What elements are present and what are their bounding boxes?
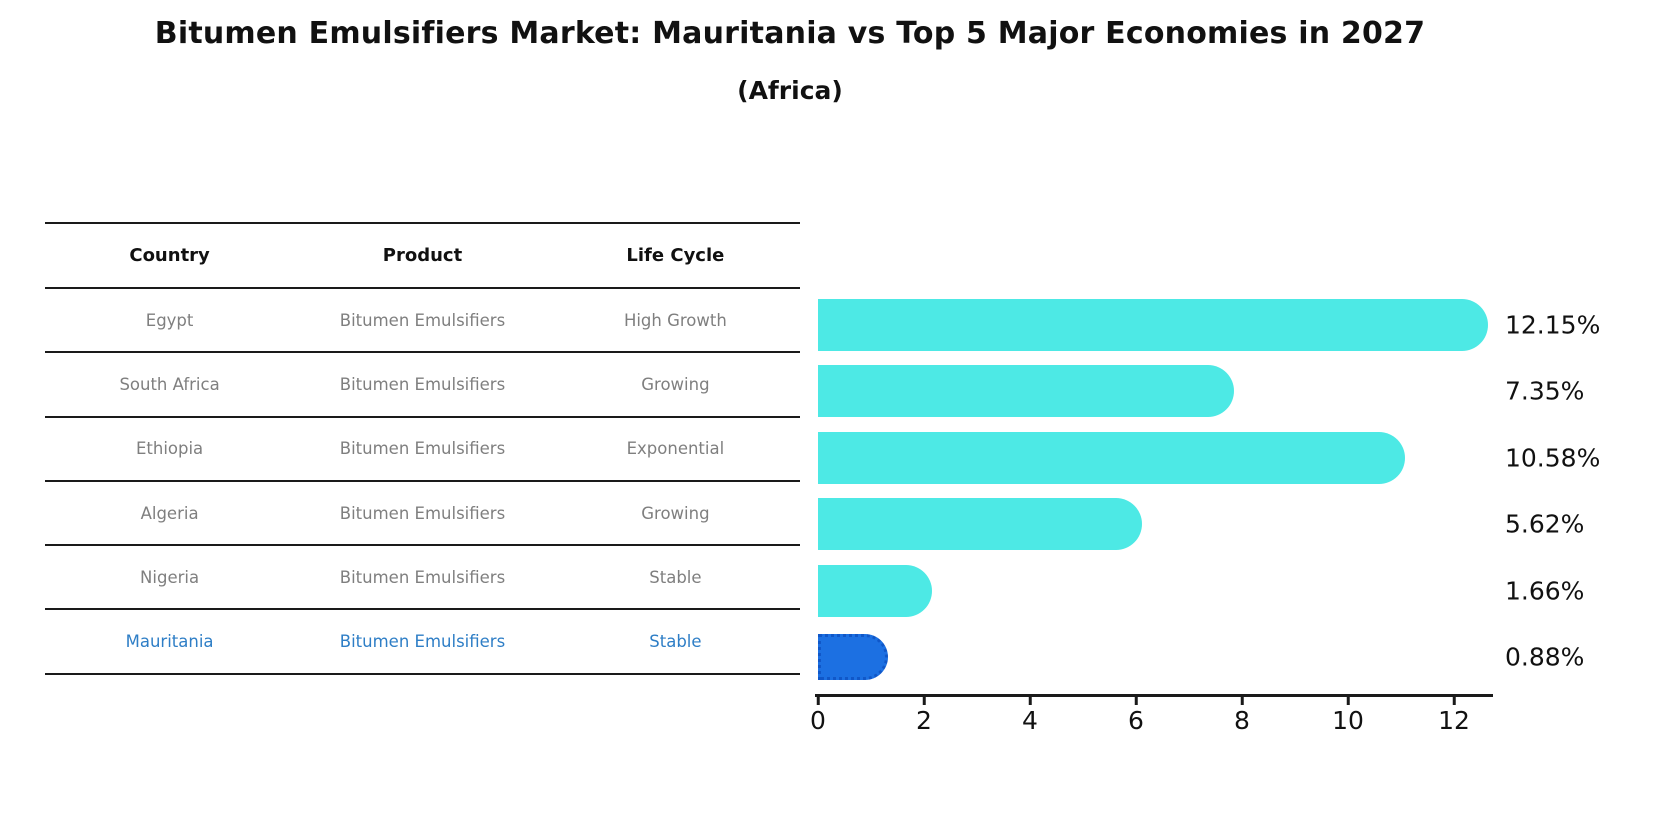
cell-country: Ethiopia [135,439,204,459]
x-axis-tick-label: 12 [1438,706,1470,735]
bar-mauritania-highlight [818,634,888,680]
cell-product: Bitumen Emulsifiers [339,439,506,459]
x-axis-tick [1346,696,1350,705]
chart-subtitle: (Africa) [737,76,843,105]
cell-product: Bitumen Emulsifiers [339,503,506,523]
cell-life-cycle: Growing [641,374,710,394]
table-row: Nigeria Bitumen Emulsifiers Stable [45,546,800,611]
cell-country: Mauritania [125,632,214,652]
table-row: Ethiopia Bitumen Emulsifiers Exponential [45,418,800,482]
chart-title: Bitumen Emulsifiers Market: Mauritania v… [154,16,1426,51]
cell-country: South Africa [119,374,220,394]
table-row: South Africa Bitumen Emulsifiers Growing [45,353,800,418]
bar-value-label: 10.58% [1505,443,1601,473]
bar-value-label: 0.88% [1505,642,1585,672]
bar-algeria [818,498,1142,551]
cell-life-cycle: Exponential [626,439,725,459]
cell-country: Nigeria [140,567,200,587]
column-header-country: Country [129,245,210,266]
cell-country: Egypt [145,310,194,330]
x-axis-tick-label: 2 [916,706,932,735]
x-axis-tick-label: 10 [1332,706,1364,735]
column-header-product: Product [382,245,463,266]
x-axis-tick-label: 8 [1234,706,1250,735]
cell-product: Bitumen Emulsifiers [339,310,506,330]
bar-value-label: 7.35% [1505,376,1585,406]
x-axis-tick-label: 4 [1022,706,1038,735]
bar-south-africa [818,365,1234,418]
x-axis-tick [1452,696,1456,705]
x-axis-tick [922,696,926,705]
bar-value-label: 5.62% [1505,509,1585,539]
table-row: Algeria Bitumen Emulsifiers Growing [45,482,800,547]
table-row-mauritania: Mauritania Bitumen Emulsifiers Stable [45,610,800,675]
x-axis-tick-label: 6 [1128,706,1144,735]
x-axis-line [815,694,1493,697]
x-axis-tick [816,696,820,705]
column-header-life-cycle: Life Cycle [626,245,725,266]
cell-life-cycle: Stable [649,632,702,652]
cell-country: Algeria [140,503,199,523]
bar-ethiopia [818,431,1405,484]
cell-life-cycle: Stable [649,567,702,587]
x-axis-tick [1240,696,1244,705]
bar-nigeria [818,564,932,617]
x-axis-tick [1134,696,1138,705]
cell-life-cycle: High Growth [623,310,727,330]
cell-product: Bitumen Emulsifiers [339,567,506,587]
bar-value-label: 12.15% [1505,310,1601,340]
bar-egypt [818,299,1488,351]
country-table: Country Product Life Cycle Egypt Bitumen… [45,222,800,675]
table-row: Egypt Bitumen Emulsifiers High Growth [45,289,800,354]
table-header-row: Country Product Life Cycle [45,224,800,289]
cell-product: Bitumen Emulsifiers [339,374,506,394]
bar-value-label: 1.66% [1505,576,1585,606]
cell-life-cycle: Growing [641,503,710,523]
x-axis-tick [1028,696,1032,705]
x-axis-tick-label: 0 [810,706,826,735]
cell-product: Bitumen Emulsifiers [339,632,506,652]
